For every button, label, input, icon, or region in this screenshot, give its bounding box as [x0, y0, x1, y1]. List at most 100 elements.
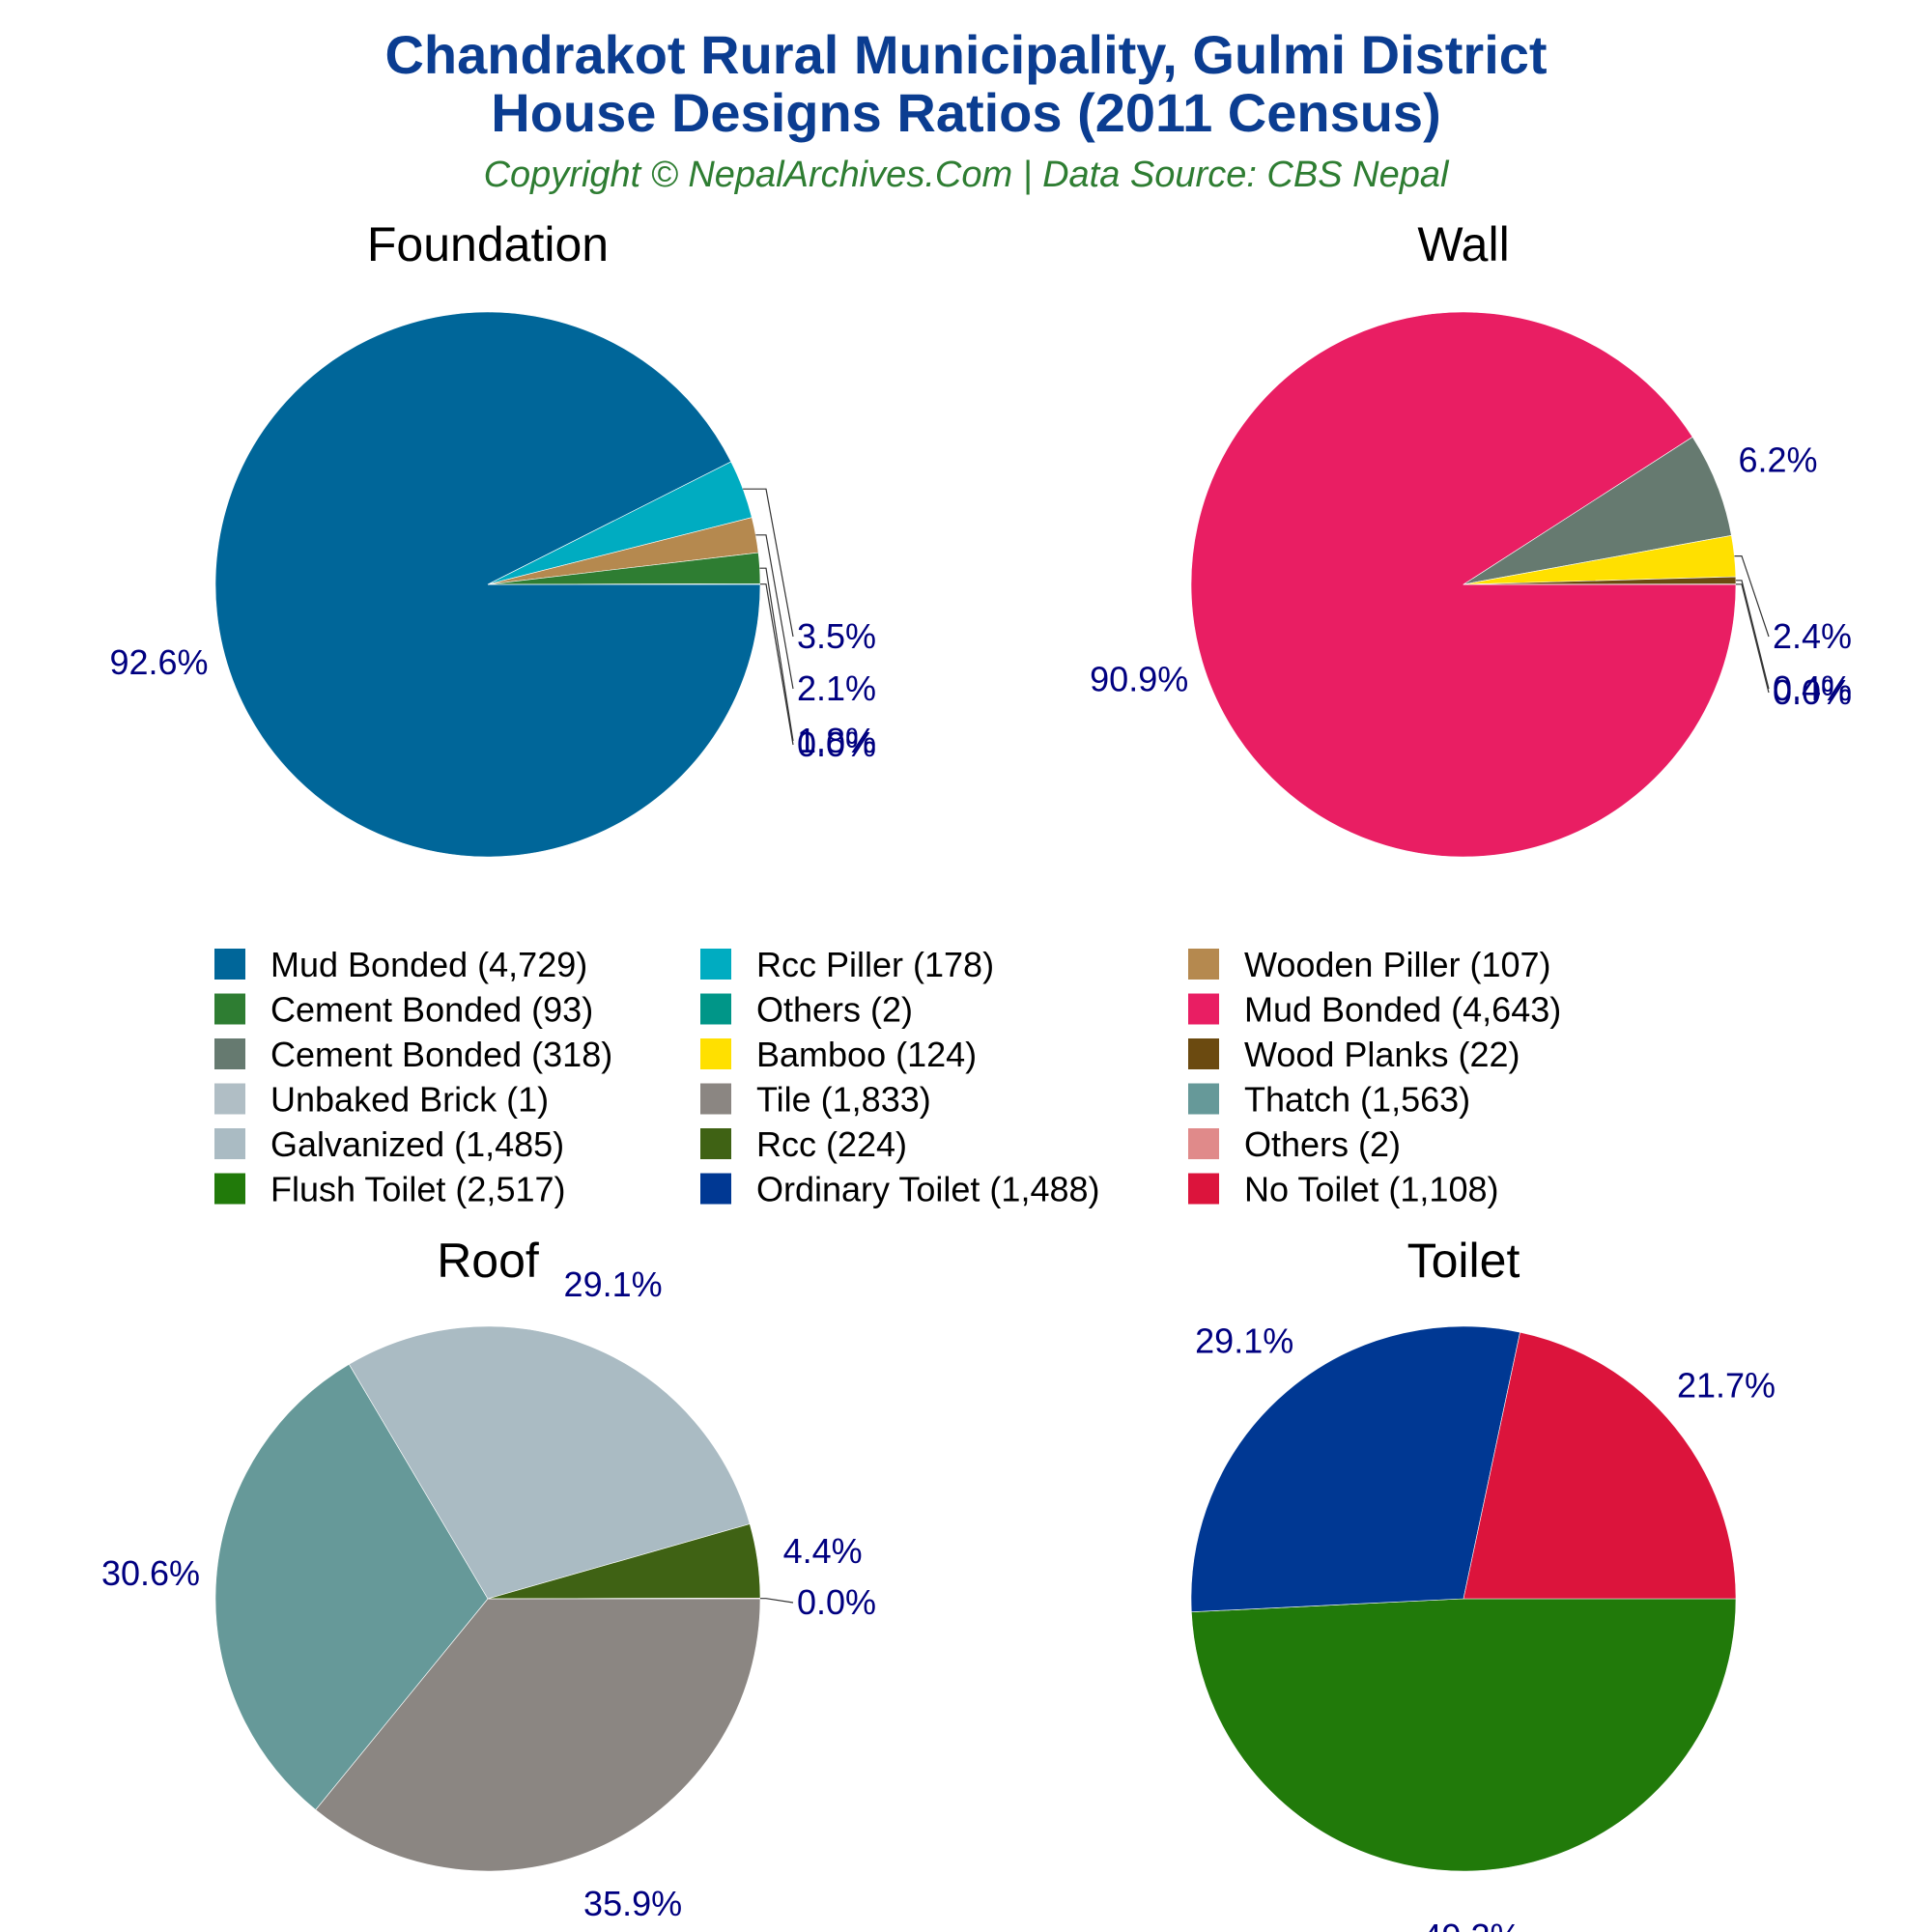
- legend-label: Galvanized (1,485): [270, 1124, 564, 1164]
- pie-percent-label: 0.4%: [1773, 668, 1852, 708]
- pie-percent-label: 3.5%: [797, 616, 876, 656]
- chart-subtitle: Copyright © NepalArchives.Com | Data Sou…: [484, 155, 1450, 195]
- chart-title-line-1: Chandrakot Rural Municipality, Gulmi Dis…: [384, 24, 1547, 85]
- pies-group: Foundation92.6%3.5%2.1%1.8%0.0%Wall90.9%…: [101, 217, 1852, 1932]
- pie-percent-label: 0.0%: [797, 724, 876, 764]
- legend-swatch: [214, 1083, 245, 1115]
- legend-swatch: [1188, 1083, 1219, 1115]
- pie-percent-label: 0.0%: [1773, 672, 1852, 712]
- pie-percent-label: 29.1%: [564, 1264, 663, 1304]
- legend-label: Cement Bonded (318): [270, 1035, 612, 1074]
- legend-label: Unbaked Brick (1): [270, 1080, 549, 1120]
- pie-slice-flush-toilet: [1191, 1598, 1737, 1872]
- legend-swatch: [1188, 1173, 1219, 1205]
- pie-percent-label: 35.9%: [583, 1884, 682, 1923]
- pie-title-roof: Roof: [437, 1234, 539, 1288]
- legend-item: Others (2): [700, 990, 913, 1030]
- legend-swatch: [1188, 1038, 1219, 1069]
- legend-label: Cement Bonded (93): [270, 990, 593, 1030]
- legend-item: Unbaked Brick (1): [214, 1080, 549, 1120]
- legend-item: Others (2): [1188, 1124, 1401, 1164]
- pie-title-toilet: Toilet: [1407, 1234, 1520, 1288]
- legend-item: Thatch (1,563): [1188, 1080, 1470, 1120]
- legend-item: Rcc Piller (178): [700, 945, 994, 984]
- legend-label: Others (2): [1244, 1124, 1401, 1164]
- pie-slice-thatch: [214, 1363, 489, 1810]
- pie-percent-label: 49.2%: [1422, 1917, 1520, 1932]
- pie-percent-label: 92.6%: [109, 642, 208, 682]
- legend-label: Wooden Piller (107): [1244, 945, 1551, 984]
- legend-label: Rcc Piller (178): [756, 945, 994, 984]
- legend-swatch: [700, 993, 731, 1025]
- legend-label: Rcc (224): [756, 1124, 907, 1164]
- legend-item: Flush Toilet (2,517): [214, 1170, 566, 1209]
- legend-item: Tile (1,833): [700, 1080, 931, 1120]
- pie-roof: Roof 35.9% 30.6% 29.1% 4.4% 0.0%: [101, 1234, 876, 1923]
- legend-item: Cement Bonded (318): [214, 1035, 612, 1074]
- legend-item: Bamboo (124): [700, 1035, 977, 1074]
- leader-line: [1734, 554, 1770, 638]
- pie-toilet: Toilet 49.2% 29.1% 21.7%: [1190, 1234, 1776, 1932]
- pie-slice-ordinary-toilet: [1190, 1325, 1520, 1612]
- legend-label: Mud Bonded (4,643): [1244, 990, 1561, 1030]
- legend-item: Rcc (224): [700, 1124, 907, 1164]
- pie-slice-no-toilet: [1463, 1331, 1737, 1600]
- legend-label: Others (2): [756, 990, 913, 1030]
- legend-label: Flush Toilet (2,517): [270, 1170, 566, 1209]
- pie-percent-label: 0.0%: [797, 1582, 876, 1622]
- pie-slice-tile: [315, 1598, 761, 1872]
- legend-item: Galvanized (1,485): [214, 1124, 564, 1164]
- legend-swatch: [214, 949, 245, 980]
- pie-title-wall: Wall: [1417, 217, 1509, 271]
- pie-percent-label: 21.7%: [1677, 1366, 1776, 1406]
- legend-swatch: [700, 1038, 731, 1069]
- pie-foundation: Foundation 92.6% 3.5% 2.1% 1.8%0.0%: [109, 217, 876, 858]
- legend-label: Wood Planks (22): [1244, 1035, 1520, 1074]
- pie-percent-label: 1.8%: [797, 721, 876, 760]
- legend-label: Bamboo (124): [756, 1035, 977, 1074]
- pie-percent-label: 30.6%: [101, 1553, 200, 1593]
- pie-title-foundation: Foundation: [367, 217, 609, 271]
- legend-swatch: [700, 949, 731, 980]
- pie-percent-label: 2.4%: [1773, 616, 1852, 656]
- legend-item: Mud Bonded (4,643): [1188, 990, 1561, 1030]
- leader-line: [1736, 583, 1770, 694]
- legend-swatch: [214, 1128, 245, 1159]
- legend-item: Wood Planks (22): [1188, 1035, 1520, 1074]
- legend-swatch: [700, 1128, 731, 1159]
- chart-title-line-2: House Designs Ratios (2011 Census): [491, 82, 1440, 143]
- pie-percent-label: 2.1%: [797, 668, 876, 708]
- pie-slice-galvanized: [348, 1325, 751, 1600]
- legend-swatch: [214, 993, 245, 1025]
- legend-label: Tile (1,833): [756, 1080, 931, 1120]
- pie-percent-label: 6.2%: [1738, 440, 1817, 479]
- leader-line: [760, 1598, 794, 1604]
- legend-item: No Toilet (1,108): [1188, 1170, 1498, 1209]
- leader-line: [759, 567, 794, 742]
- legend-item: Cement Bonded (93): [214, 990, 593, 1030]
- legend-label: Ordinary Toilet (1,488): [756, 1170, 1100, 1209]
- legend-swatch: [214, 1173, 245, 1205]
- legend-swatch: [214, 1038, 245, 1069]
- leader-line: [755, 534, 794, 690]
- legend: Mud Bonded (4,729) Rcc Piller (178) Wooden…: [214, 945, 1561, 1209]
- leader-line: [743, 488, 794, 638]
- legend-swatch: [700, 1173, 731, 1205]
- legend-swatch: [1188, 1128, 1219, 1159]
- legend-label: No Toilet (1,108): [1244, 1170, 1498, 1209]
- legend-swatch: [1188, 949, 1219, 980]
- legend-label: Thatch (1,563): [1244, 1080, 1470, 1120]
- leader-line: [1736, 580, 1770, 690]
- pie-percent-label: 90.9%: [1090, 660, 1188, 699]
- pie-wall: Wall 90.9% 6.2% 2.4% 0.4%0.0%: [1090, 217, 1852, 858]
- legend-item: Wooden Piller (107): [1188, 945, 1551, 984]
- legend-item: Ordinary Toilet (1,488): [700, 1170, 1100, 1209]
- legend-label: Mud Bonded (4,729): [270, 945, 587, 984]
- legend-swatch: [1188, 993, 1219, 1025]
- leader-line: [760, 583, 794, 746]
- legend-swatch: [700, 1083, 731, 1115]
- pie-percent-label: 4.4%: [783, 1531, 863, 1571]
- legend-item: Mud Bonded (4,729): [214, 945, 587, 984]
- pie-percent-label: 29.1%: [1195, 1321, 1293, 1360]
